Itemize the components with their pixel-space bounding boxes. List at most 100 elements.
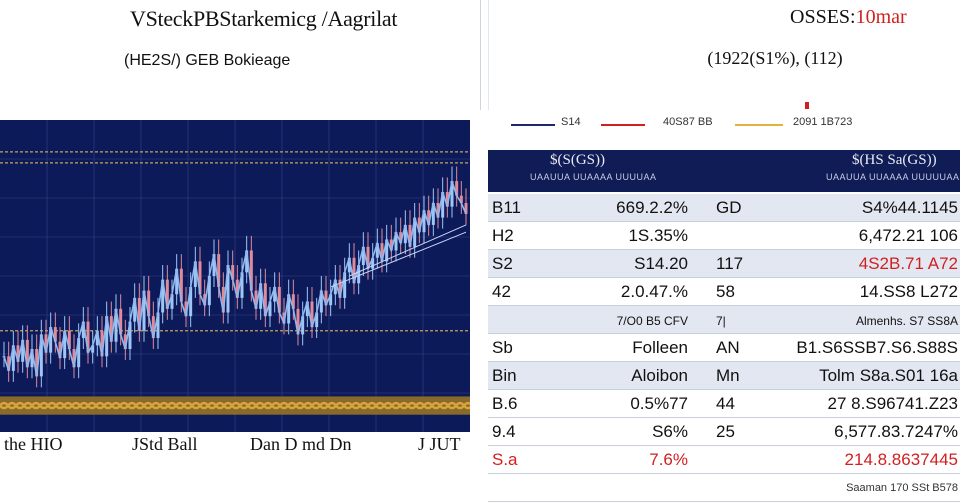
table-cell: B.6 bbox=[492, 394, 518, 413]
candle-body bbox=[7, 356, 11, 371]
candle-body bbox=[95, 330, 99, 346]
candle-body bbox=[44, 334, 48, 353]
candle-body bbox=[207, 276, 211, 306]
table-row: 42 2.0.47.% 58 14.SS8 L272 bbox=[488, 278, 960, 306]
candle-body bbox=[156, 312, 160, 339]
table-cell: Sb bbox=[492, 338, 513, 357]
table-cell: 1S.35% bbox=[628, 226, 688, 245]
candle-body bbox=[35, 349, 39, 377]
table-cell: Aloibon bbox=[631, 366, 688, 385]
x-tick-label-3: J JUT bbox=[418, 434, 461, 454]
table-row: H2 1S.35% 6,472.21 106 bbox=[488, 222, 960, 250]
table-cell: 7/O0 B5 CFV bbox=[616, 314, 688, 328]
panel-divider-secondary bbox=[488, 0, 489, 110]
summary-subtitle: (1922(S1%), (112) bbox=[707, 48, 843, 68]
chart-series bbox=[3, 180, 467, 377]
candle-body bbox=[329, 294, 333, 306]
table-cell: H2 bbox=[492, 226, 514, 245]
table-row-rule bbox=[488, 333, 960, 334]
table-cell: Almenhs. S7 SS8A bbox=[855, 314, 958, 328]
candle-body bbox=[193, 261, 197, 287]
candle-body bbox=[123, 334, 127, 349]
table-row: B.6 0.5%77 44 27 8.S96741.Z23 bbox=[488, 390, 960, 418]
candle-body bbox=[53, 327, 57, 342]
candle-body bbox=[436, 203, 440, 218]
candle-body bbox=[366, 246, 370, 269]
table-cell: Bin bbox=[492, 366, 517, 385]
candle-body bbox=[254, 290, 258, 309]
candle-body bbox=[343, 272, 347, 298]
price-line bbox=[3, 180, 467, 377]
table-row: 9.4 S6% 25 6,577.83.7247% bbox=[488, 418, 960, 446]
candle-body bbox=[333, 279, 337, 295]
candle-body bbox=[67, 330, 71, 349]
candle-body bbox=[408, 224, 412, 247]
legend-marker-dot bbox=[805, 102, 809, 109]
chart-bottom-band bbox=[0, 396, 470, 415]
candle-body bbox=[380, 243, 384, 262]
table-row-rule bbox=[488, 473, 960, 474]
candle-body bbox=[161, 279, 165, 313]
summary-title-main: OSSES: bbox=[790, 6, 856, 28]
candle-body bbox=[338, 279, 342, 298]
table-cell bbox=[716, 226, 756, 248]
data-table: $(S(GS)) UAAUUA UUAAAA UUUUAA $(HS Sa(GS… bbox=[488, 150, 960, 504]
legend-swatch-0 bbox=[511, 124, 555, 126]
candle-body bbox=[375, 243, 379, 258]
band-wave bbox=[463, 401, 470, 407]
table-row: B11 669.2.2% GD S4%44.1145 bbox=[488, 194, 960, 222]
summary-title: OSSES:10mar bbox=[790, 6, 960, 32]
candle-body bbox=[459, 195, 463, 203]
candle-body bbox=[231, 265, 235, 280]
candle-body bbox=[389, 239, 393, 251]
candle-body bbox=[198, 261, 202, 295]
candle-body bbox=[189, 286, 193, 317]
candle-body bbox=[413, 217, 417, 247]
table-cell: 27 8.S96741.Z23 bbox=[827, 394, 958, 413]
candle-body bbox=[77, 338, 81, 368]
table-cell: 669.2.2% bbox=[616, 198, 688, 217]
candle-body bbox=[203, 294, 207, 306]
candle-body bbox=[30, 349, 34, 368]
candle-body bbox=[399, 232, 403, 244]
table-cell: Folleen bbox=[632, 338, 688, 357]
candle-body bbox=[221, 286, 225, 313]
table-row: Saaman 170 SSt B578 bbox=[488, 474, 960, 502]
candle-body bbox=[357, 265, 361, 284]
table-cell: S14.20 bbox=[634, 254, 688, 273]
table-row-rule bbox=[488, 445, 960, 446]
x-tick-label-0: the HIO bbox=[4, 434, 63, 454]
x-tick-label-1: JStd Ball bbox=[132, 434, 198, 454]
table-row: S.a 7.6% 214.8.8637445 bbox=[488, 446, 960, 474]
table-row: Bin Aloibon Mn Tolm S8a.S01 16a bbox=[488, 362, 960, 390]
candle-body bbox=[296, 308, 300, 335]
band-fill bbox=[0, 396, 470, 415]
candle-body bbox=[301, 316, 305, 335]
candle-body bbox=[403, 224, 407, 244]
table-cell: 6,472.21 106 bbox=[858, 226, 958, 245]
table-cell: GD bbox=[716, 198, 742, 217]
candle-body bbox=[464, 203, 468, 214]
candle-body bbox=[114, 308, 118, 342]
candle-body bbox=[361, 246, 365, 266]
table-cell: 6,577.83.7247% bbox=[834, 422, 958, 441]
table-row-rule bbox=[488, 389, 960, 390]
table-cell: Mn bbox=[716, 366, 740, 385]
band-wave bbox=[463, 404, 470, 410]
table-row: 7/O0 B5 CFV 7| Almenhs. S7 SS8A bbox=[488, 306, 960, 334]
candle-body bbox=[371, 257, 375, 269]
candle-body bbox=[450, 181, 454, 207]
table-cell: 7| bbox=[716, 314, 726, 328]
table-cell: 25 bbox=[716, 422, 735, 441]
candle-body bbox=[310, 301, 314, 328]
candle-body bbox=[105, 316, 109, 357]
candle-body bbox=[324, 290, 328, 306]
price-chart[interactable] bbox=[0, 120, 470, 432]
candle-body bbox=[422, 210, 426, 233]
chart-subtitle: (HE2S/) GEB Bokieage bbox=[124, 52, 291, 69]
table-row-rule bbox=[488, 221, 960, 222]
chart-title: VSteckPBStarkemicg /Aagrilat bbox=[130, 6, 398, 31]
table-cell: S6% bbox=[652, 422, 688, 441]
legend-label-2: 2091 1B723 bbox=[793, 116, 853, 128]
candle-body bbox=[385, 239, 389, 262]
